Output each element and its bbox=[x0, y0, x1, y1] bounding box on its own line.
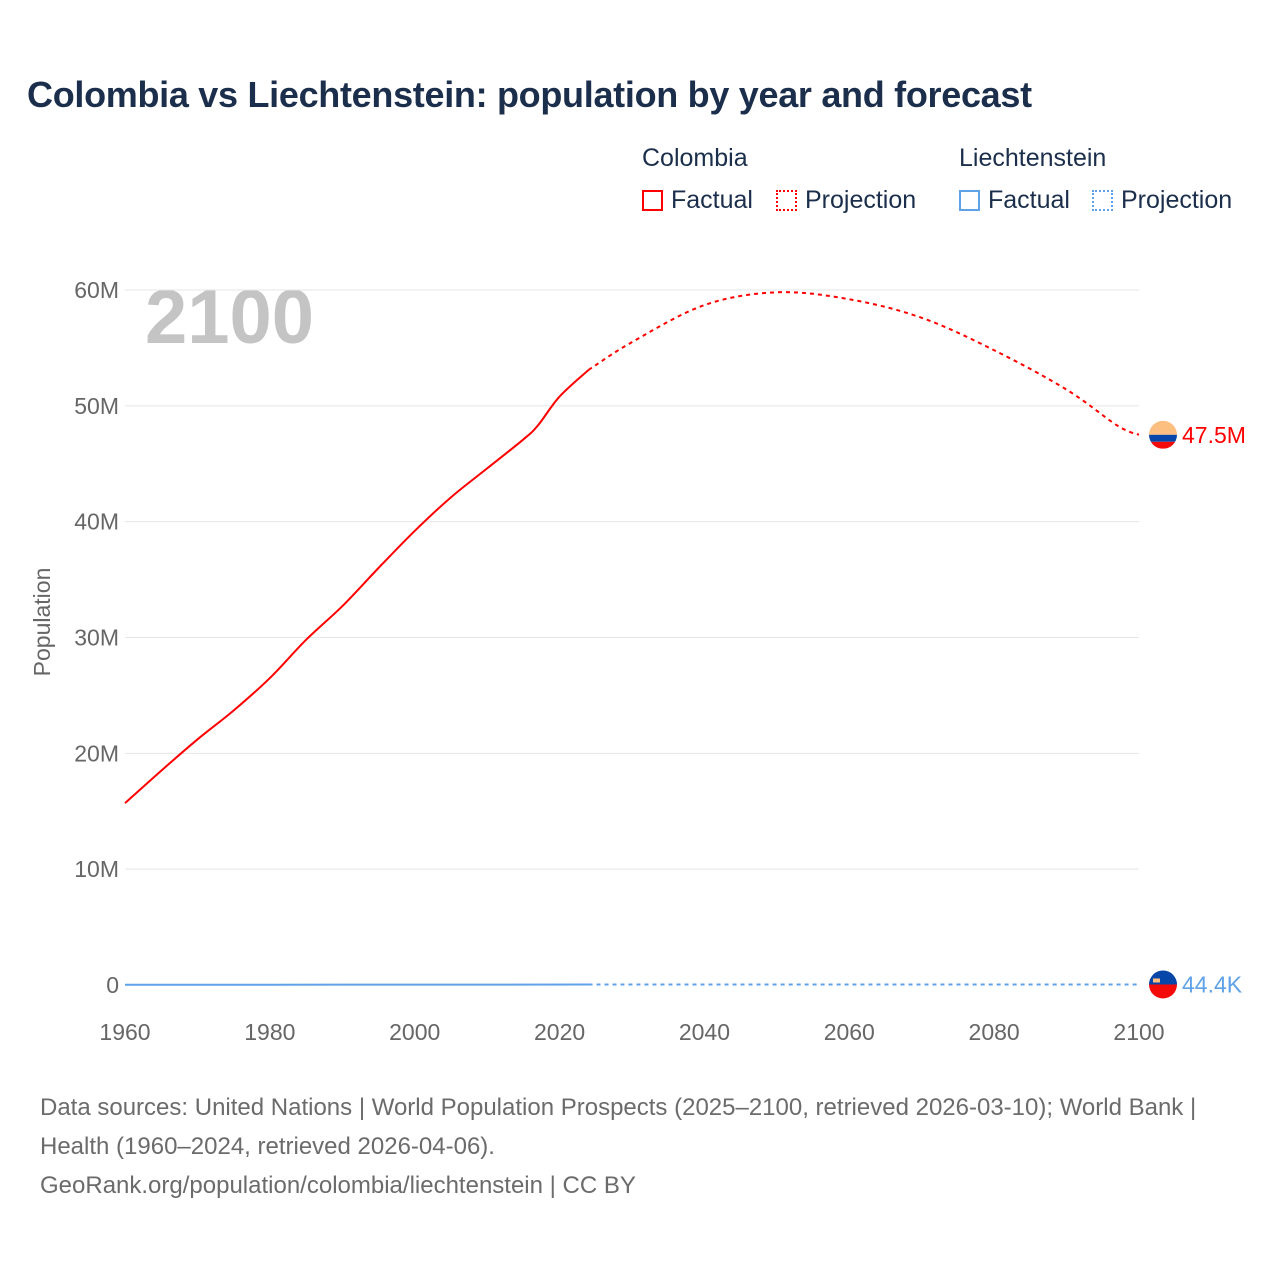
x-tick-label: 2080 bbox=[969, 1019, 1020, 1045]
sources-text: Data sources: United Nations | World Pop… bbox=[40, 1094, 1197, 1160]
x-tick-label: 2020 bbox=[534, 1019, 585, 1045]
legend-colombia-factual[interactable]: Factual bbox=[642, 186, 753, 215]
legend-swatch-solid bbox=[959, 190, 980, 211]
line-chart: 2100 0 10M 20M 30M 40M 50M 60M 1960 1980 2000 2020… bbox=[29, 275, 1246, 1045]
legend-swatch-dotted bbox=[776, 190, 797, 211]
flag-body bbox=[1149, 970, 1177, 999]
y-axis-label: Population bbox=[29, 568, 55, 677]
y-tick-label: 30M bbox=[74, 625, 119, 651]
y-tick-label: 60M bbox=[74, 277, 119, 303]
x-tick-label: 2040 bbox=[679, 1019, 730, 1045]
legend-group-liechtenstein: Liechtenstein bbox=[959, 144, 1107, 172]
flag-stripe bbox=[1149, 434, 1177, 442]
flag-liechtenstein-icon bbox=[1149, 970, 1177, 999]
x-tick-label: 2000 bbox=[389, 1019, 440, 1045]
flag-stripe bbox=[1149, 420, 1177, 435]
legend-label: Projection bbox=[1121, 186, 1233, 214]
y-tick-label: 20M bbox=[74, 740, 119, 766]
y-tick-label: 0 bbox=[106, 972, 119, 998]
flag-stripe bbox=[1149, 441, 1177, 449]
flag-colombia-icon bbox=[1149, 420, 1177, 449]
legend-swatch-dotted bbox=[1092, 190, 1113, 211]
flag-body bbox=[1149, 420, 1177, 449]
chart-title: Colombia vs Liechtenstein: population by… bbox=[27, 74, 1032, 115]
data-sources: Data sources: United Nations | World Pop… bbox=[40, 1088, 1240, 1205]
legend-swatch-solid bbox=[642, 190, 663, 211]
x-tick-label: 2060 bbox=[824, 1019, 875, 1045]
flag-crown bbox=[1153, 978, 1160, 983]
legend-label: Factual bbox=[988, 186, 1070, 214]
series-line-colombia-factual bbox=[124, 369, 590, 804]
series-line-colombia-projection bbox=[588, 291, 1140, 436]
legend-colombia-projection[interactable]: Projection bbox=[776, 186, 916, 215]
x-tick-label: 2100 bbox=[1113, 1019, 1164, 1045]
year-watermark: 2100 bbox=[145, 275, 314, 360]
legend-liechtenstein-factual[interactable]: Factual bbox=[959, 186, 1070, 215]
x-tick-label: 1980 bbox=[244, 1019, 295, 1045]
y-tick-label: 40M bbox=[74, 509, 119, 535]
y-tick-label: 10M bbox=[74, 856, 119, 882]
legend-label: Factual bbox=[671, 186, 753, 214]
x-tick-label: 1960 bbox=[99, 1019, 150, 1045]
flag-stripe bbox=[1149, 984, 1177, 999]
legend-label: Projection bbox=[805, 186, 917, 214]
end-value-label: 47.5M bbox=[1182, 422, 1246, 448]
y-tick-label: 50M bbox=[74, 393, 119, 419]
legend-liechtenstein-projection[interactable]: Projection bbox=[1092, 186, 1232, 215]
legend-group-colombia: Colombia bbox=[642, 144, 748, 172]
end-value-label: 44.4K bbox=[1182, 971, 1243, 997]
attribution-link[interactable]: GeoRank.org/population/colombia/liechten… bbox=[40, 1172, 636, 1199]
